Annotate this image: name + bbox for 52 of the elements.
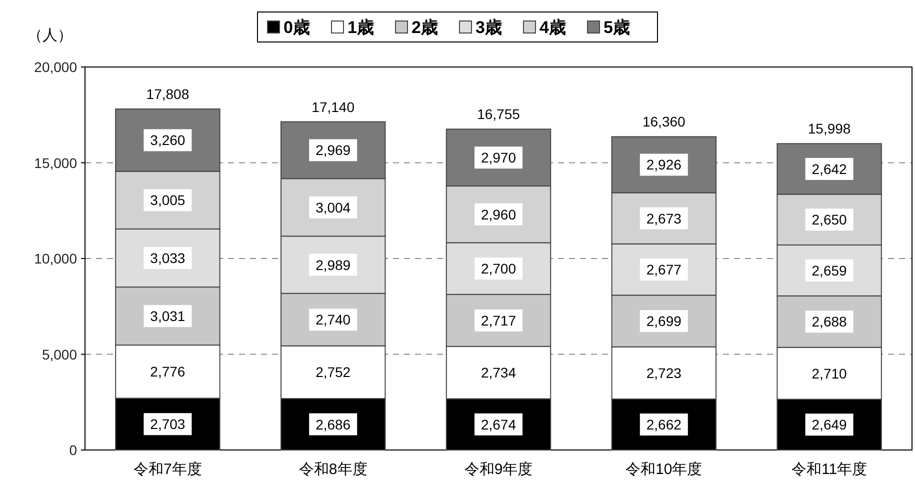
- total-label: 17,808: [146, 86, 190, 102]
- data-label: 2,969: [316, 142, 351, 158]
- data-label: 2,673: [646, 210, 682, 226]
- data-label: 3,005: [150, 192, 186, 208]
- data-label: 2,960: [480, 206, 516, 222]
- y-tick-label: 15,000: [34, 154, 78, 171]
- data-label: 2,926: [646, 156, 682, 173]
- data-label: 2,717: [480, 312, 516, 328]
- total-label: 16,755: [477, 106, 520, 122]
- x-tick-label: 令和9年度: [464, 461, 533, 478]
- data-label: 2,703: [150, 416, 186, 432]
- data-label: 2,776: [150, 364, 186, 380]
- data-label: 2,710: [812, 365, 848, 382]
- legend-label: 1歳: [348, 18, 374, 37]
- data-label: 2,688: [812, 314, 848, 330]
- y-tick-label: 0: [69, 442, 78, 458]
- data-label: 2,970: [480, 150, 516, 166]
- data-label: 2,659: [812, 262, 848, 278]
- total-label: 15,998: [808, 120, 851, 137]
- data-label: 2,740: [316, 312, 351, 328]
- legend-label: 2歳: [412, 18, 438, 37]
- data-label: 2,700: [480, 260, 516, 277]
- data-label: 3,004: [316, 199, 351, 216]
- data-label: 2,677: [646, 262, 682, 278]
- data-label: 3,033: [150, 250, 186, 266]
- data-label: 3,260: [150, 132, 186, 148]
- data-label: 2,662: [646, 416, 682, 433]
- data-label: 2,650: [812, 212, 848, 228]
- data-label: 2,642: [812, 160, 848, 177]
- data-label: 3,031: [150, 308, 186, 324]
- x-tick-label: 令和11年度: [792, 461, 868, 478]
- y-tick-label: 5,000: [42, 346, 78, 362]
- y-tick-label: 20,000: [34, 59, 78, 75]
- data-label: 2,734: [480, 364, 516, 381]
- data-label: 2,649: [812, 416, 848, 433]
- data-label: 2,752: [316, 364, 351, 380]
- x-tick-label: 令和10年度: [626, 461, 702, 478]
- data-label: 2,989: [316, 256, 351, 273]
- legend-label: 4歳: [540, 18, 566, 37]
- data-label: 2,723: [646, 364, 682, 381]
- legend-label: 0歳: [284, 18, 310, 37]
- legend-label: 5歳: [604, 18, 630, 37]
- legend-label: 3歳: [476, 18, 502, 37]
- y-axis-title: （人）: [28, 27, 72, 44]
- total-label: 16,360: [642, 114, 686, 130]
- data-label: 2,686: [316, 416, 351, 432]
- data-label: 2,699: [646, 313, 682, 330]
- x-tick-label: 令和8年度: [298, 461, 368, 478]
- total-label: 17,140: [312, 98, 355, 115]
- data-label: 2,674: [480, 416, 516, 432]
- x-tick-label: 令和7年度: [134, 461, 202, 478]
- y-tick-label: 10,000: [34, 250, 78, 266]
